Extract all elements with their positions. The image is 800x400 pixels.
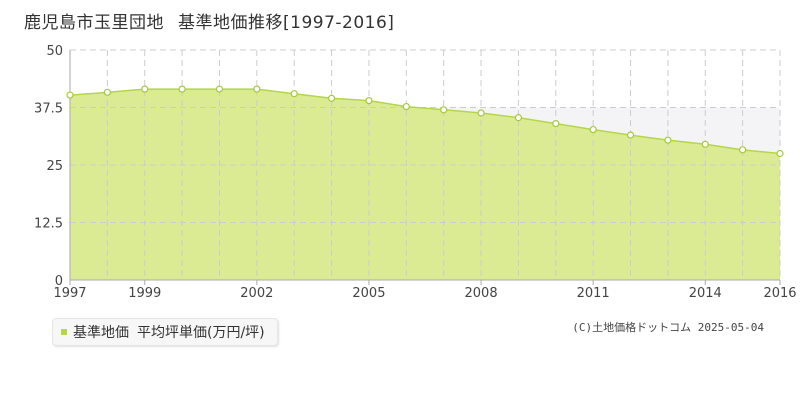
x-tick-label-2011: 2011	[577, 286, 610, 301]
source-credit-text: (C)土地価格ドットコム	[572, 321, 692, 334]
x-tick-label-2014: 2014	[689, 286, 722, 301]
data-point-1998	[103, 88, 111, 96]
data-point-2010	[552, 119, 560, 128]
data-point-1999	[141, 85, 149, 93]
x-tick-label-2008: 2008	[465, 286, 498, 301]
data-point-2012	[626, 131, 635, 139]
y-tick-label-25: 25	[46, 159, 63, 174]
data-point-2004	[327, 94, 336, 102]
x-tick-label-2005: 2005	[352, 286, 385, 301]
x-tick-label-2016: 2016	[763, 286, 796, 301]
data-point-2015	[739, 146, 747, 154]
x-tick-label-2002: 2002	[240, 286, 273, 301]
data-point-2000	[178, 85, 186, 93]
y-tick-label-50: 50	[46, 44, 63, 59]
data-point-2007	[440, 106, 448, 114]
series-area-fill	[70, 89, 780, 280]
legend-series-name: 基準地価	[73, 325, 129, 341]
source-credit: (C)土地価格ドットコム 2025-05-04	[572, 319, 764, 335]
data-point-2013	[664, 136, 672, 144]
source-date: 2025-05-04	[697, 321, 764, 334]
series-line	[69, 88, 781, 155]
x-tick-label-1997: 1997	[53, 286, 86, 301]
chart-title-location: 鹿児島市玉里団地	[24, 13, 164, 33]
chart-title: 鹿児島市玉里団地 基準地価推移[1997-2016]	[24, 8, 394, 33]
x-tick-label-1999: 1999	[128, 286, 161, 301]
chart-title-subject: 基準地価推移[1997-2016]	[178, 13, 395, 33]
legend-swatch	[61, 329, 67, 335]
data-point-2005	[365, 96, 373, 105]
chart-legend: 基準地価 平均坪単価(万円/坪)	[52, 318, 278, 346]
y-tick-label-0: 0	[55, 274, 63, 289]
data-point-2008	[477, 109, 485, 117]
data-point-2003	[290, 90, 298, 98]
data-point-2009	[514, 114, 523, 122]
data-point-1997	[66, 91, 74, 99]
data-point-2014	[701, 140, 709, 148]
data-point-2011	[589, 125, 597, 134]
y-tick-label-12.5: 12.5	[34, 217, 63, 232]
above-data-band	[70, 107, 780, 154]
data-point-2002	[253, 85, 261, 93]
y-tick-label-37.5: 37.5	[34, 102, 63, 117]
legend-unit-label: 平均坪単価(万円/坪)	[137, 325, 265, 341]
data-point-2001	[215, 85, 224, 93]
data-point-2006	[402, 102, 410, 111]
data-point-2016	[776, 149, 784, 158]
